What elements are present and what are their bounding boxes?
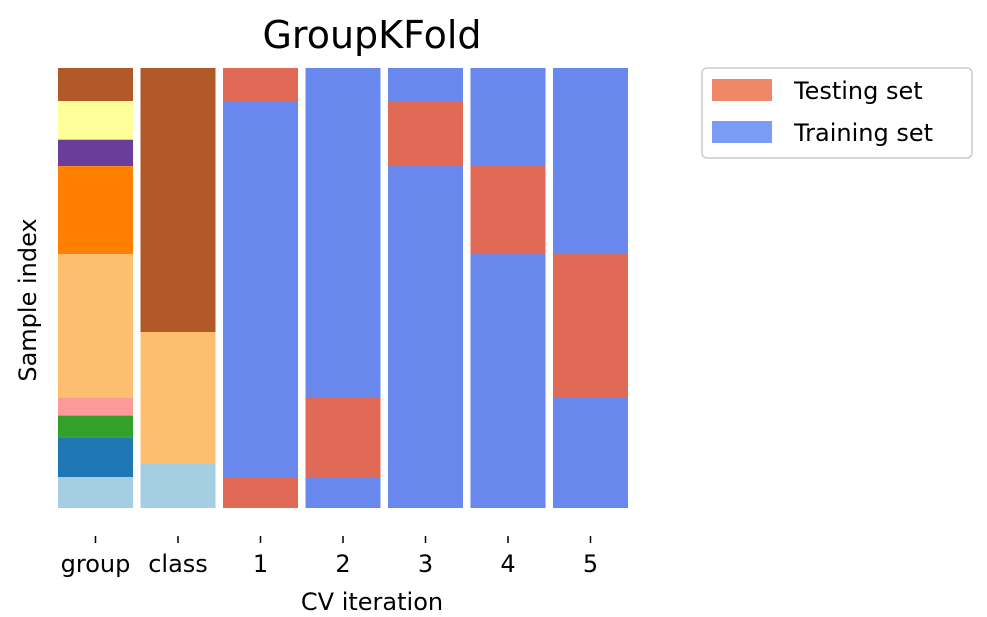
group-segment-7 xyxy=(58,437,133,478)
legend: Testing set Training set xyxy=(701,67,973,159)
x-tick-label-1: class xyxy=(148,550,208,578)
legend-swatch-training xyxy=(712,121,772,143)
x-tick-label-5: 4 xyxy=(500,550,515,578)
x-tick-label-0: group xyxy=(61,550,131,578)
fold-5-testing-segment-0 xyxy=(553,254,628,398)
group-segment-2 xyxy=(58,139,133,167)
class-segment-2 xyxy=(140,464,216,508)
x-tick-label-6: 5 xyxy=(583,550,598,578)
legend-label-training: Training set xyxy=(793,119,933,147)
x-axis-label: CV iteration xyxy=(301,588,443,616)
plot-area xyxy=(58,68,628,508)
x-tick-label-4: 3 xyxy=(418,550,433,578)
fold-3-testing-segment-0 xyxy=(388,101,463,167)
group-segment-4 xyxy=(58,254,133,398)
fold-4-training-bar xyxy=(470,68,546,508)
group-segment-5 xyxy=(58,398,133,416)
group-segment-0 xyxy=(58,68,133,101)
group-segment-1 xyxy=(58,101,133,140)
fold-1-training-bar xyxy=(223,68,298,508)
x-axis-ticks: group class 1 2 3 4 5 xyxy=(61,536,598,578)
group-segment-6 xyxy=(58,415,133,438)
group-segment-3 xyxy=(58,166,133,255)
group-segment-8 xyxy=(58,477,133,508)
fold-2-testing-segment-0 xyxy=(305,398,381,478)
class-segment-1 xyxy=(140,332,216,464)
legend-swatch-testing xyxy=(712,79,772,101)
legend-label-testing: Testing set xyxy=(793,77,923,105)
fold-1-testing-segment-0 xyxy=(223,68,298,101)
fold-4-testing-segment-0 xyxy=(470,166,546,255)
x-tick-label-2: 1 xyxy=(253,550,268,578)
x-tick-label-3: 2 xyxy=(335,550,350,578)
chart-title: GroupKFold xyxy=(262,13,481,57)
class-segment-0 xyxy=(140,68,216,332)
fold-1-testing-segment-1 xyxy=(223,477,298,508)
y-axis-label: Sample index xyxy=(14,218,42,381)
